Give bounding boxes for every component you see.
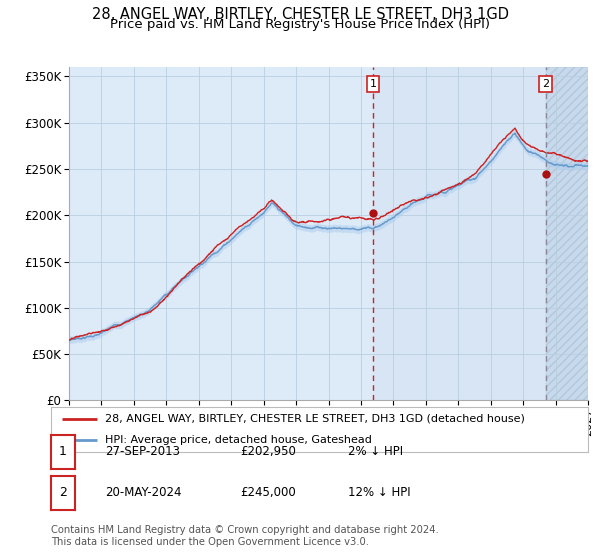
Text: HPI: Average price, detached house, Gateshead: HPI: Average price, detached house, Gate… [105, 435, 371, 445]
Bar [545, 67, 588, 400]
Text: 2% ↓ HPI: 2% ↓ HPI [348, 445, 403, 459]
Text: 20-MAY-2024: 20-MAY-2024 [105, 486, 182, 500]
Text: 1: 1 [370, 79, 377, 89]
Text: £202,950: £202,950 [240, 445, 296, 459]
Text: £245,000: £245,000 [240, 486, 296, 500]
Text: 28, ANGEL WAY, BIRTLEY, CHESTER LE STREET, DH3 1GD (detached house): 28, ANGEL WAY, BIRTLEY, CHESTER LE STREE… [105, 414, 524, 424]
Text: Contains HM Land Registry data © Crown copyright and database right 2024.
This d: Contains HM Land Registry data © Crown c… [51, 525, 439, 547]
Text: 2: 2 [542, 79, 549, 89]
Text: 28, ANGEL WAY, BIRTLEY, CHESTER LE STREET, DH3 1GD: 28, ANGEL WAY, BIRTLEY, CHESTER LE STREE… [91, 7, 509, 22]
Bar [545, 67, 588, 400]
Text: 12% ↓ HPI: 12% ↓ HPI [348, 486, 410, 500]
Text: 1: 1 [59, 445, 67, 459]
Bar [373, 67, 588, 400]
Text: Price paid vs. HM Land Registry's House Price Index (HPI): Price paid vs. HM Land Registry's House … [110, 18, 490, 31]
Text: 27-SEP-2013: 27-SEP-2013 [105, 445, 180, 459]
Text: 2: 2 [59, 486, 67, 500]
